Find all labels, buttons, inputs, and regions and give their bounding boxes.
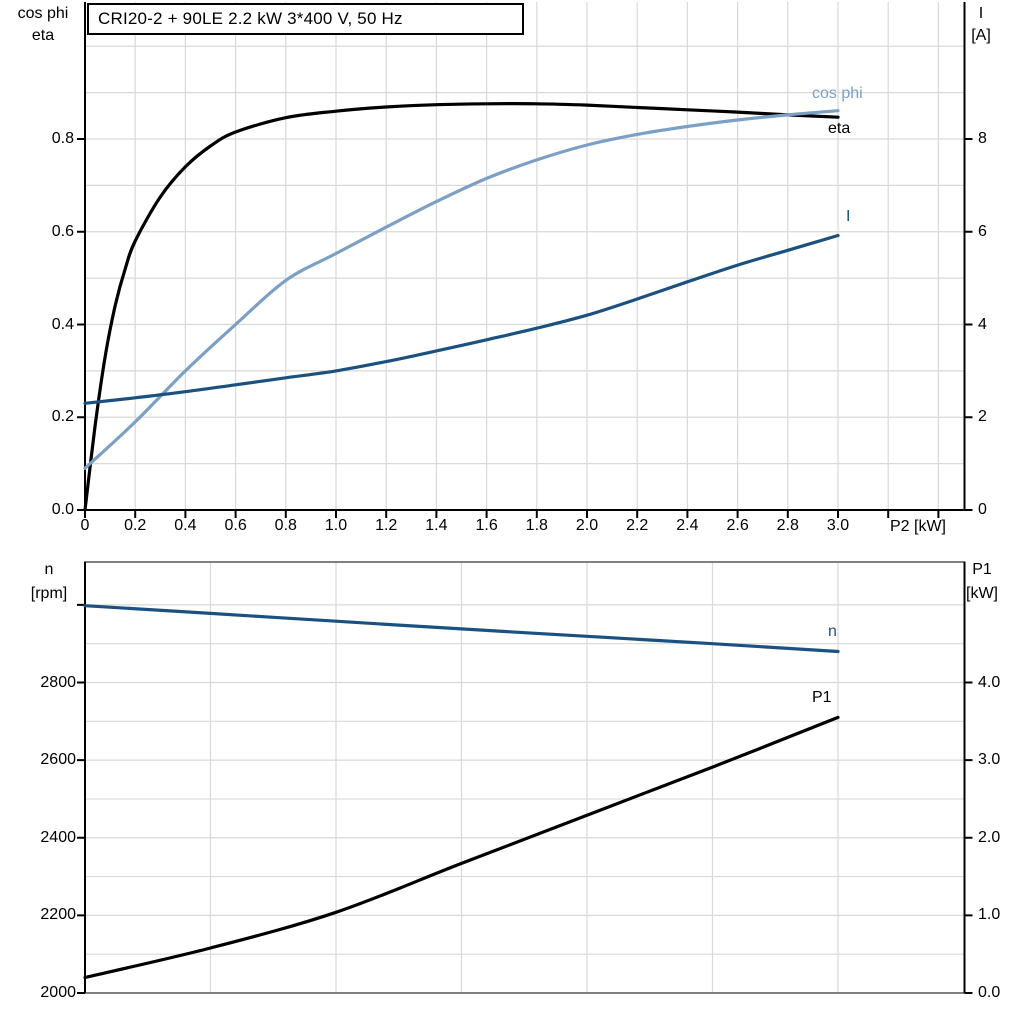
left-tick-label: 2400 <box>40 828 76 846</box>
curve-label-eta: eta <box>828 120 851 137</box>
top-right-axis-title-line1: I <box>978 5 984 22</box>
right-tick-label: 4 <box>978 315 987 333</box>
bottom-left-axis-title-line1: n <box>44 561 54 578</box>
curve-eta <box>83 102 840 512</box>
right-tick-label: 1.0 <box>978 906 1001 924</box>
left-tick-label: 0.6 <box>51 222 74 240</box>
right-tick-label: 3.0 <box>978 751 1001 769</box>
top-left-axis-title-line2: eta <box>31 27 55 44</box>
x-tick-label: 1.0 <box>324 517 348 534</box>
left-tick-label: 2000 <box>40 984 76 1001</box>
x-tick-label: 3.0 <box>826 517 850 534</box>
bottom-left-axis-title-line2: [rpm] <box>30 585 68 602</box>
right-tick-label: 6 <box>978 222 987 240</box>
right-tick-label: 4.0 <box>978 673 1001 691</box>
x-tick-label: 2.8 <box>776 517 799 534</box>
x-tick-label: 1.8 <box>525 517 548 534</box>
curve-n <box>83 604 840 654</box>
left-tick-label: 2800 <box>40 673 76 691</box>
x-tick-label: 2.6 <box>726 517 749 534</box>
curve-P1 <box>83 715 840 980</box>
curve-label-current: I <box>846 208 851 225</box>
curve-label-cos-phi: cos phi <box>812 85 863 102</box>
left-tick-label: 0.8 <box>51 130 74 147</box>
right-tick-label: 2 <box>978 408 987 426</box>
right-tick-label: 2.0 <box>978 828 1001 846</box>
left-tick-label: 0.4 <box>51 315 74 333</box>
left-tick-label: 2200 <box>40 906 76 924</box>
bottom-right-axis-title-line2: [kW] <box>966 585 998 602</box>
curve-label-input-power: P1 <box>812 689 832 706</box>
chart-title-box: CRI20-2 + 90LE 2.2 kW 3*400 V, 50 Hz <box>87 3 524 35</box>
bottom-right-axis-title-line1: P1 <box>972 561 992 578</box>
right-tick-label: 8 <box>978 130 987 147</box>
left-tick-label: 0.2 <box>51 408 74 426</box>
x-tick-label: 2.0 <box>575 517 599 534</box>
x-tick-label: 0 <box>80 517 90 534</box>
left-tick-label: 2600 <box>40 751 76 769</box>
top-left-axis-title-line1: cos phi <box>17 5 69 22</box>
x-tick-label: 0.6 <box>224 517 247 534</box>
left-tick-label: 0.0 <box>51 501 74 518</box>
x-tick-label: 2.4 <box>676 517 699 534</box>
x-tick-label: 2.2 <box>626 517 649 534</box>
x-tick-label: 1.4 <box>425 517 448 534</box>
x-tick-label: 1.6 <box>475 517 498 534</box>
x-tick-label: 0.8 <box>274 517 297 534</box>
x-axis-title: P2 [kW] <box>889 518 946 535</box>
right-tick-label: 0 <box>978 501 987 518</box>
curve-label-speed: n <box>828 623 837 640</box>
curve-cos-phi <box>83 109 840 470</box>
x-tick-label: 0.4 <box>174 517 197 534</box>
x-tick-label: 1.2 <box>375 517 398 534</box>
x-tick-label: 0.2 <box>124 517 147 534</box>
top-right-axis-title-line2: [A] <box>971 27 991 44</box>
curve-I <box>83 233 840 405</box>
right-tick-label: 0.0 <box>978 984 1001 1001</box>
